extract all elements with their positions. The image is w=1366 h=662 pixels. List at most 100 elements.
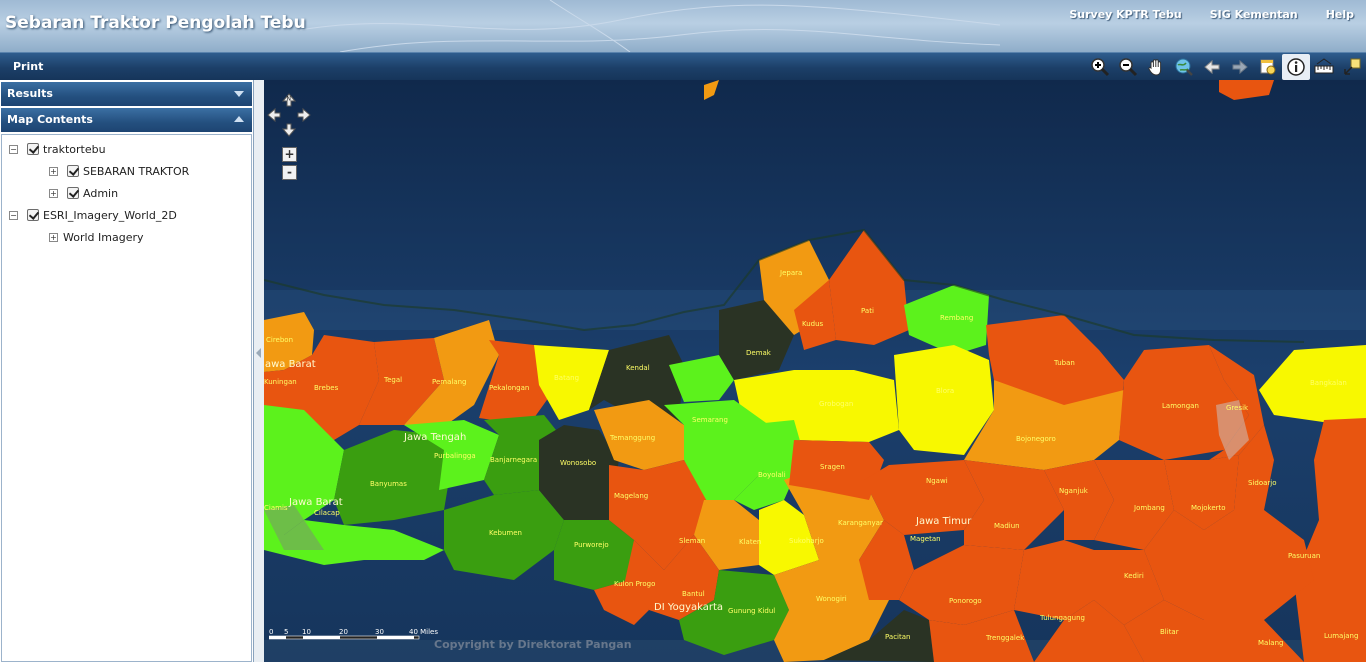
region-magelang[interactable] (609, 460, 709, 570)
province-label: DI Yogyakarta (654, 602, 723, 613)
region-bangkalan[interactable] (1259, 345, 1366, 425)
region-madura-south[interactable] (1294, 418, 1366, 662)
region-cirebon[interactable] (264, 312, 314, 372)
region-blitar[interactable] (1034, 600, 1144, 662)
region-ponorogo[interactable] (899, 545, 1024, 625)
north-coast-line (264, 228, 1305, 343)
region-pati[interactable] (829, 230, 909, 345)
region-pasuruan[interactable] (1144, 510, 1314, 620)
survey-kptr-link[interactable]: Survey KPTR Tebu (1069, 8, 1182, 21)
sig-kementan-link[interactable]: SIG Kementan (1209, 8, 1298, 21)
toolbar: Print (0, 52, 1366, 80)
region-temanggung[interactable] (594, 400, 684, 470)
region-banyumas[interactable] (334, 430, 449, 525)
region-demak[interactable] (719, 300, 794, 380)
region-mojokerto[interactable] (1164, 455, 1239, 530)
region-jombang[interactable] (1094, 460, 1174, 550)
region-wonosobo[interactable] (539, 425, 619, 520)
region-madura-north[interactable] (1219, 80, 1274, 100)
back-icon[interactable] (1198, 54, 1226, 80)
zoom-out-icon[interactable] (1114, 54, 1142, 80)
full-extent-icon[interactable] (1170, 54, 1198, 80)
region-tulungagung[interactable] (1014, 540, 1094, 620)
layer-checkbox[interactable] (67, 165, 79, 177)
select-icon[interactable] (1254, 54, 1282, 80)
identify-icon[interactable] (1282, 54, 1310, 80)
layer-checkbox[interactable] (67, 187, 79, 199)
expand-icon[interactable]: + (49, 189, 58, 198)
region-klaten[interactable] (694, 500, 759, 570)
region-blora[interactable] (894, 345, 994, 455)
region-semarang-city[interactable] (669, 355, 734, 402)
region-kediri[interactable] (1094, 550, 1164, 625)
zoom-in-icon[interactable] (1086, 54, 1114, 80)
region-batang[interactable] (534, 345, 609, 420)
province-label: Jawa Tengah (403, 432, 466, 443)
region-sidoarjo[interactable] (1234, 425, 1274, 510)
region-trenggalek[interactable] (929, 610, 1034, 662)
map-zoom-out-button[interactable]: - (282, 165, 297, 180)
region-kebumen[interactable] (444, 490, 564, 580)
map-zoom-in-button[interactable]: + (282, 147, 297, 162)
region-nganjuk[interactable] (1044, 460, 1114, 540)
map-contents-panel-header[interactable]: Map Contents (1, 108, 252, 132)
region-pacitan[interactable] (824, 610, 934, 662)
map-contents-tree: − traktortebu + SEBARAN TRAKTOR + Admin … (1, 134, 252, 662)
chevron-down-icon[interactable] (234, 91, 244, 97)
district-label: Lumajang (1324, 632, 1358, 640)
region-kulon-progo[interactable] (594, 580, 649, 625)
region-gresik[interactable] (1209, 345, 1264, 460)
district-label: Wonogiri (816, 595, 847, 603)
layer-row-sebaran-traktor: + SEBARAN TRAKTOR (2, 161, 251, 183)
region-kudus[interactable] (794, 280, 836, 350)
region-semarang[interactable] (664, 400, 769, 500)
region-rembang[interactable] (904, 285, 989, 355)
measure-icon[interactable] (1310, 54, 1338, 80)
district-label: Cilacap (314, 509, 340, 517)
collapse-icon[interactable]: − (9, 211, 18, 220)
island-small (704, 80, 719, 100)
district-label: Purworejo (574, 541, 609, 549)
sidebar-splitter[interactable] (254, 80, 264, 662)
pan-south-icon (281, 123, 297, 137)
region-kendal[interactable] (589, 335, 684, 425)
region-ngawi[interactable] (864, 460, 984, 535)
region-gunung-kidul[interactable] (679, 570, 789, 655)
pan-navigation-control[interactable]: N (266, 92, 312, 138)
expand-icon[interactable]: + (49, 233, 58, 242)
region-pekalongan[interactable] (479, 340, 554, 425)
results-panel-header[interactable]: Results (1, 82, 252, 106)
district-label: Mojokerto (1191, 504, 1226, 512)
region-malang[interactable] (1124, 600, 1304, 662)
expand-icon[interactable]: + (49, 167, 58, 176)
print-button[interactable]: Print (13, 60, 44, 73)
region-bojonegoro[interactable] (964, 380, 1124, 470)
help-link[interactable]: Help (1325, 8, 1354, 21)
region-sleman-bantul[interactable] (624, 535, 719, 620)
region-sragen[interactable] (789, 440, 884, 500)
layer-checkbox[interactable] (27, 209, 39, 221)
region-sukoharjo[interactable] (759, 500, 819, 575)
district-label: Magelang (614, 492, 648, 500)
district-label: Bangkalan (1310, 379, 1347, 387)
region-kuningan-ciamis[interactable] (264, 405, 344, 535)
layer-checkbox[interactable] (27, 143, 39, 155)
region-tegal[interactable] (359, 338, 444, 425)
region-boyolali[interactable] (734, 420, 804, 510)
map-view[interactable]: Jawa Barat Jawa Tengah Jawa Barat Jawa T… (264, 80, 1366, 662)
collapse-arrow-icon[interactable] (256, 348, 261, 358)
region-pemalang[interactable] (404, 320, 499, 430)
region-wonogiri[interactable] (774, 560, 889, 662)
region-purbalingga[interactable] (404, 420, 499, 490)
region-lamongan[interactable] (1119, 345, 1249, 460)
collapse-icon[interactable]: − (9, 145, 18, 154)
region-purworejo[interactable] (554, 520, 634, 590)
forward-icon[interactable] (1226, 54, 1254, 80)
region-magetan[interactable] (859, 520, 914, 600)
resize-icon[interactable] (1338, 54, 1366, 80)
pan-icon[interactable] (1142, 54, 1170, 80)
chevron-up-icon[interactable] (234, 116, 244, 122)
map-canvas[interactable]: Jawa Barat Jawa Tengah Jawa Barat Jawa T… (264, 80, 1366, 662)
region-madiun[interactable] (964, 460, 1064, 550)
pan-west-icon (267, 107, 281, 123)
